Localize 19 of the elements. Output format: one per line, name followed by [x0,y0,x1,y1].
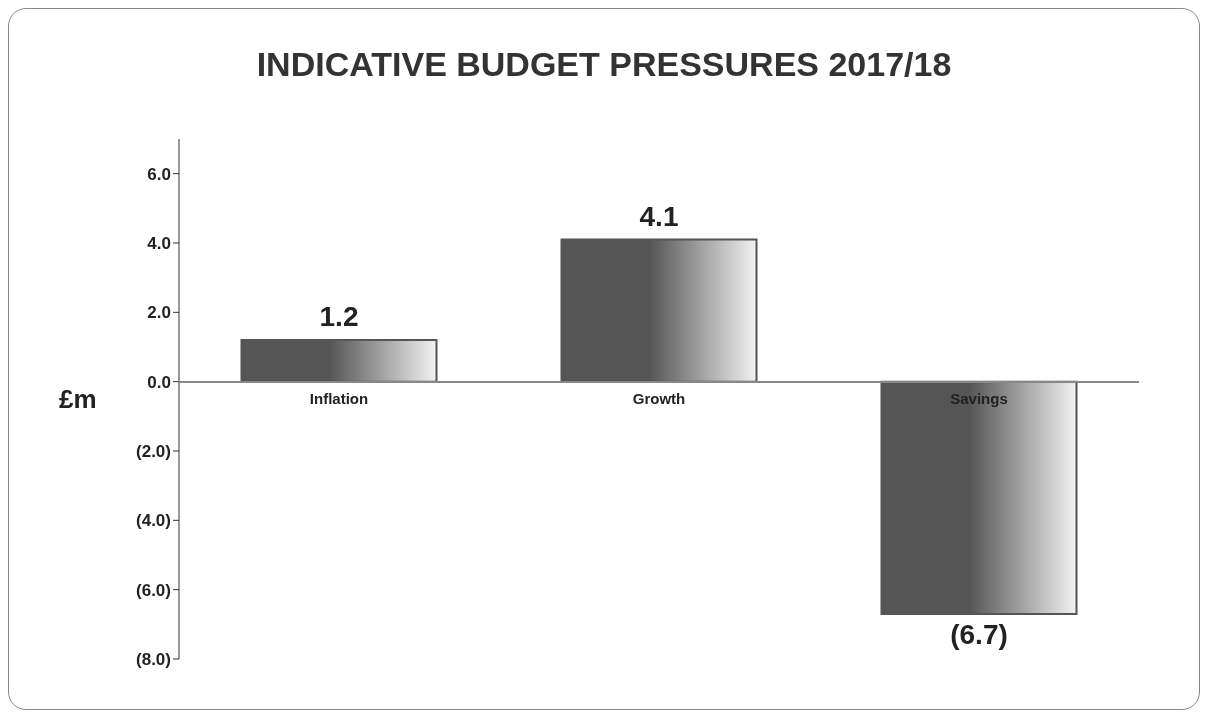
y-tick-label: 4.0 [147,234,171,254]
x-tick-label: Inflation [309,389,369,407]
y-tick-label: 6.0 [147,164,171,184]
chart-title: INDICATIVE BUDGET PRESSURES 2017/18 [255,45,953,84]
y-tick-label: (2.0) [136,442,171,462]
bar [880,380,1078,615]
data-label: 1.2 [319,301,359,333]
x-tick-label: Growth [632,389,686,407]
y-axis-title: £m [59,384,97,415]
y-tick-label: 0.0 [147,372,171,392]
data-label: (6.7) [950,618,1008,650]
x-tick-label: Savings [950,389,1008,407]
y-tick-label: (4.0) [136,511,171,531]
y-tick-label: 2.0 [147,303,171,323]
y-tick-label: (8.0) [136,650,171,670]
bar [560,238,758,383]
data-label: 4.1 [639,200,679,232]
bar [240,339,438,383]
y-tick-label: (6.0) [136,580,171,600]
